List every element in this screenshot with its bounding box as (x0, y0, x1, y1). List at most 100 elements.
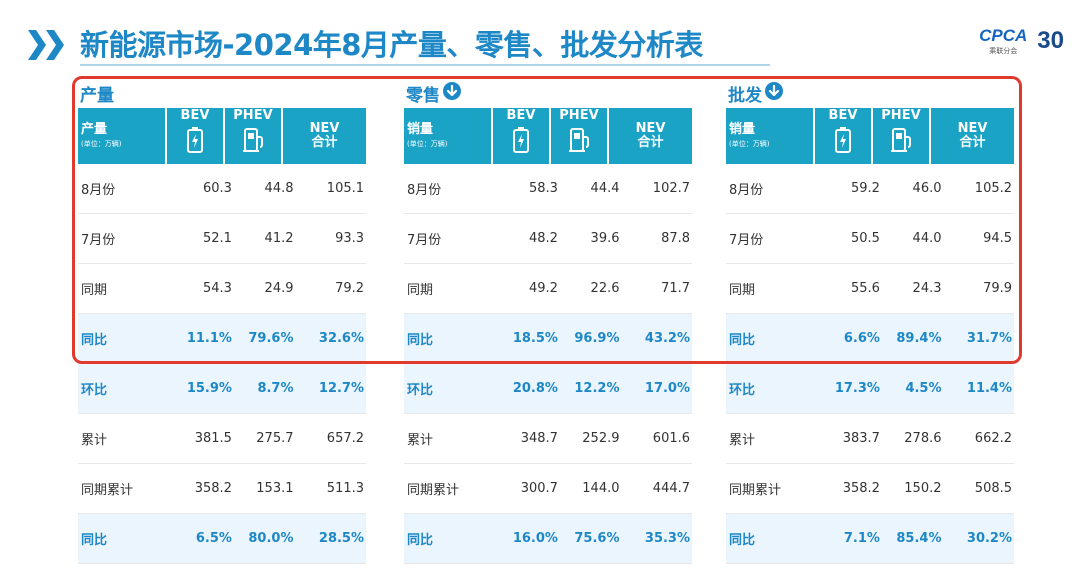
nev-value: 71.7 (661, 281, 691, 296)
phev-value: 24.3 (912, 281, 942, 296)
charging-plug-icon (889, 127, 913, 157)
nev-value: 17.0% (644, 381, 691, 396)
header-bev-text: BEV (506, 107, 536, 123)
bev-value: 381.5 (194, 431, 232, 446)
phev-value: 4.5% (905, 381, 942, 396)
nev-value: 43.2% (644, 331, 691, 346)
charging-plug-icon (241, 127, 265, 157)
phev-value: 275.7 (256, 431, 294, 446)
cpca-logo-text: CPCA (979, 26, 1028, 45)
header-bev: BEV (492, 107, 549, 164)
bev-value: 52.1 (202, 231, 232, 246)
table-row: 累计 381.5 275.7 657.2 (78, 414, 366, 464)
row-label: 同期 (729, 283, 756, 298)
cpca-logo: CPCA 乘联分会 30 (979, 26, 1064, 56)
page-title: 新能源市场-2024年8月产量、零售、批发分析表 (80, 28, 703, 62)
row-label: 累计 (407, 433, 434, 448)
bev-value: 59.2 (850, 181, 880, 196)
nev-value: 28.5% (318, 531, 365, 546)
bev-value: 6.5% (195, 531, 232, 546)
row-label: 7月份 (81, 233, 116, 248)
phev-value: 80.0% (248, 531, 294, 546)
header-phev: PHEV (872, 107, 929, 164)
table-row: 同期 54.3 24.9 79.2 (78, 264, 366, 314)
nev-value: 662.2 (974, 431, 1013, 446)
nev-value: 94.5 (983, 231, 1013, 246)
bev-value: 358.2 (194, 481, 232, 496)
table-header: 产量 (单位：万辆) BEV PHEV NEV 合计 (78, 108, 366, 164)
row-label: 同比 (81, 533, 108, 548)
nev-value: 31.7% (966, 331, 1013, 346)
bev-value: 17.3% (834, 381, 880, 396)
phev-value: 44.8 (264, 181, 294, 196)
row-label: 7月份 (729, 233, 764, 248)
header-label-cell: 产量 (单位：万辆) (78, 108, 165, 164)
nev-value: 12.7% (318, 381, 365, 396)
bev-value: 7.1% (843, 531, 880, 546)
header-label: 销量 (729, 121, 756, 137)
phev-value: 96.9% (574, 331, 620, 346)
header-nev-total: 合计 (311, 135, 338, 150)
nev-value: 93.3 (335, 231, 365, 246)
bev-value: 15.9% (186, 381, 232, 396)
row-label: 累计 (729, 433, 756, 448)
header-nev: NEV 合计 (282, 108, 366, 164)
phev-value: 85.4% (896, 531, 942, 546)
header-unit: (单位：万辆) (81, 140, 122, 149)
phev-value: 39.6 (590, 231, 620, 246)
phev-value: 24.9 (264, 281, 294, 296)
nev-value: 35.3% (644, 531, 691, 546)
panel-title-text: 零售 (406, 85, 440, 106)
table-row: 同比 6.5% 80.0% 28.5% (78, 514, 366, 564)
battery-icon (834, 126, 851, 157)
table-header: 销量 (单位：万辆) BEV PHEV NEV 合计 (404, 108, 692, 164)
phev-value: 150.2 (904, 481, 942, 496)
table-row: 8月份 59.2 46.0 105.2 (726, 164, 1014, 214)
bev-value: 358.2 (842, 481, 880, 496)
row-label: 同比 (729, 533, 756, 548)
panel-title: 批发 (726, 78, 1014, 108)
row-label: 8月份 (407, 183, 442, 198)
header-phev-text: PHEV (881, 107, 921, 123)
row-label: 同期累计 (729, 483, 782, 498)
table-row: 同比 18.5% 96.9% 43.2% (404, 314, 692, 364)
title-underline (80, 64, 770, 66)
bev-value: 49.2 (528, 281, 558, 296)
header-bev-text: BEV (180, 107, 210, 123)
table-row: 累计 383.7 278.6 662.2 (726, 414, 1014, 464)
nev-value: 601.6 (652, 431, 691, 446)
header-label-cell: 销量 (单位：万辆) (404, 108, 491, 164)
anniversary-badge: 30 (1037, 27, 1064, 54)
table-row: 8月份 60.3 44.8 105.1 (78, 164, 366, 214)
bev-value: 60.3 (202, 181, 232, 196)
table-row: 环比 15.9% 8.7% 12.7% (78, 364, 366, 414)
table-row: 环比 20.8% 12.2% 17.0% (404, 364, 692, 414)
table-row: 同期累计 358.2 150.2 508.5 (726, 464, 1014, 514)
bev-value: 16.0% (512, 531, 558, 546)
table-row: 同期 49.2 22.6 71.7 (404, 264, 692, 314)
panel-production: 产量 产量 (单位：万辆) BEV PHEV NEV 合计 8月份 60.3 44.8 105.1 7… (78, 78, 366, 564)
table-row: 同比 16.0% 75.6% 35.3% (404, 514, 692, 564)
header-nev-text: NEV (635, 120, 666, 136)
row-label: 同比 (729, 333, 756, 348)
row-label: 同比 (407, 333, 434, 348)
table-header: 销量 (单位：万辆) BEV PHEV NEV 合计 (726, 108, 1014, 164)
row-label: 同期 (81, 283, 108, 298)
header-phev: PHEV (550, 107, 607, 164)
nev-value: 511.3 (326, 481, 365, 496)
bev-value: 348.7 (520, 431, 558, 446)
phev-value: 252.9 (582, 431, 620, 446)
row-label: 8月份 (81, 183, 116, 198)
phev-value: 8.7% (257, 381, 294, 396)
header-nev-total: 合计 (637, 135, 664, 150)
bev-value: 383.7 (842, 431, 880, 446)
row-label: 环比 (407, 383, 434, 398)
header-phev: PHEV (224, 108, 281, 164)
header-bev: BEV (166, 107, 223, 164)
nev-value: 11.4% (966, 381, 1013, 396)
nev-value: 32.6% (318, 331, 365, 346)
header-phev-text: PHEV (559, 107, 599, 123)
header-label-cell: 销量 (单位：万辆) (726, 108, 813, 164)
row-label: 7月份 (407, 233, 442, 248)
row-label: 8月份 (729, 183, 764, 198)
